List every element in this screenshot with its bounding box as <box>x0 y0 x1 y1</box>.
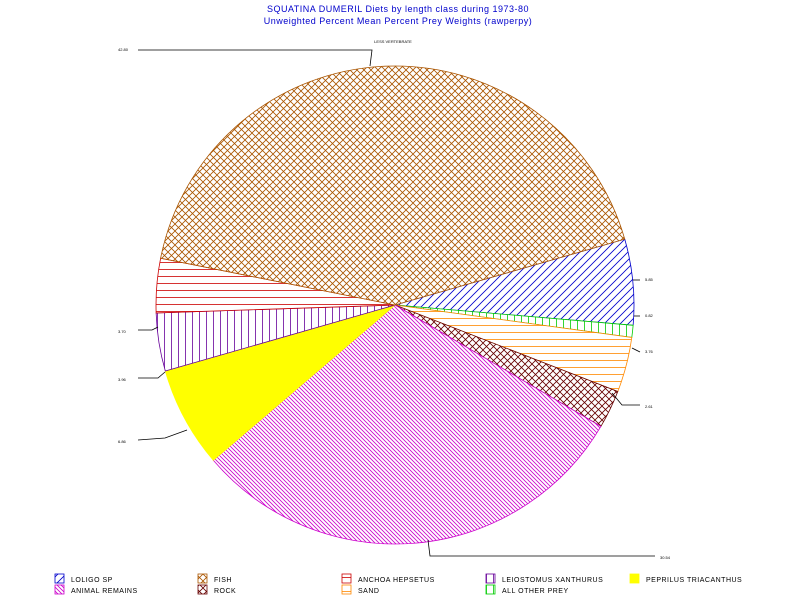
legend-swatch-animal <box>54 584 65 595</box>
legend-label-animal: ANIMAL REMAINS <box>71 588 138 595</box>
legend-swatch-sand <box>341 584 352 595</box>
legend-swatch-loligo <box>54 573 65 584</box>
leader-line-fish <box>138 49 373 67</box>
slice-label-rock: 2.61 <box>645 404 654 409</box>
legend-swatch-rock <box>197 584 208 595</box>
fish-top-label: LESS VERTEBRATE <box>374 39 412 44</box>
slice-label-all_other: 0.82 <box>645 313 654 318</box>
slice-labels: 5.85 0.82 3.76 2.61 30.54 6.86 3.96 3.70 42.80 LE… <box>118 39 671 560</box>
leader-line-animal <box>427 539 655 557</box>
legend-label-anchoa: ANCHOA HEPSETUS <box>358 577 435 584</box>
legend-label-loligo: LOLIGO SP <box>71 577 113 584</box>
leader-line-anchoa <box>138 326 159 331</box>
legend-label-sand: SAND <box>358 588 379 595</box>
legend-label-rock: ROCK <box>214 588 236 595</box>
legend-label-peprilus: PEPRILUS TRIACANTHUS <box>646 577 742 584</box>
leader-line-rock <box>611 392 640 406</box>
chart-subtitle: Unweighted Percent Mean Percent Prey Wei… <box>264 16 532 26</box>
pie-slice-animal <box>212 304 602 545</box>
leader-line-leiostomus <box>138 371 166 379</box>
pie-slices <box>155 65 635 545</box>
slice-label-animal: 30.54 <box>660 555 671 560</box>
legend-label-leiostomus: LEIOSTOMUS XANTHURUS <box>502 577 603 584</box>
legend-label-all_other: ALL OTHER PREY <box>502 588 569 595</box>
legend-swatch-leiostomus <box>485 573 496 584</box>
slice-label-leiostomus: 3.96 <box>118 377 127 382</box>
legend-label-fish: FISH <box>214 577 232 584</box>
slice-label-anchoa: 3.70 <box>118 329 127 334</box>
legend-swatch-all_other <box>485 584 496 595</box>
legend: LOLIGO SP FISH ANCHOA HEPSETUS LEIOSTOMUS X… <box>54 573 742 595</box>
slice-label-fish: 42.80 <box>118 47 129 52</box>
slice-label-loligo: 5.85 <box>645 277 654 282</box>
legend-swatch-anchoa <box>341 573 352 584</box>
legend-swatch-peprilus <box>629 573 640 584</box>
pie-slice-fish <box>160 65 626 306</box>
slice-label-peprilus: 6.86 <box>118 439 127 444</box>
chart-title: SQUATINA DUMERIL Diets by length class d… <box>267 4 529 14</box>
slice-label-sand: 3.76 <box>645 349 654 354</box>
leader-line-sand <box>631 347 641 353</box>
legend-swatch-fish <box>197 573 208 584</box>
leader-line-peprilus <box>137 429 188 441</box>
